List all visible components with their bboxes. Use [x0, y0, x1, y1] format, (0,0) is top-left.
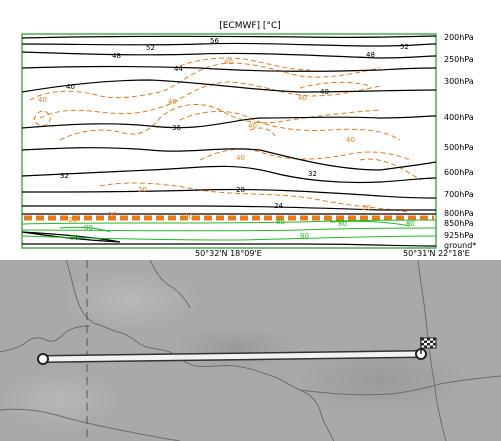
cross-section-panel: [ECMWF] [°C] — [21, 21, 477, 258]
contour-label: 80 — [70, 234, 79, 242]
pressure-label: 700hPa — [444, 190, 474, 199]
contour-label: 20 — [184, 213, 193, 221]
pressure-label: 600hPa — [444, 168, 474, 177]
pressure-label: 250hPa — [444, 55, 474, 64]
contour-label: 80 — [406, 220, 415, 228]
contour-label: 52 — [146, 44, 155, 52]
cross-section-plot: 56 52 48 52 48 44 40 40 36 32 32 28 24 4… — [21, 33, 437, 249]
contour-label: 40 — [224, 58, 233, 66]
contour-label: 80 — [276, 218, 285, 226]
pressure-label: 300hPa — [444, 77, 474, 86]
route-start-marker[interactable] — [37, 353, 49, 365]
contour-label: 40 — [66, 83, 75, 91]
contour-label: 48 — [112, 52, 121, 60]
pressure-label: 500hPa — [444, 143, 474, 152]
temperature-contours — [21, 35, 437, 247]
contour-label: 28 — [236, 186, 245, 194]
pressure-label: 925hPa — [444, 231, 474, 240]
contour-label: 52 — [400, 43, 409, 51]
contour-label: 20 — [362, 204, 371, 212]
contour-label: 80 — [84, 224, 93, 232]
pressure-label: 200hPa — [444, 33, 474, 42]
wind-contours — [21, 219, 437, 241]
route-line — [40, 351, 424, 362]
contour-label: 40 — [168, 98, 177, 106]
contour-label: 44 — [174, 65, 183, 73]
pressure-label: ground* — [444, 241, 477, 250]
contour-label: 40 — [38, 96, 47, 104]
terrain-shade — [175, 326, 295, 370]
contour-label: 24 — [274, 202, 283, 210]
contour-label: 80 — [300, 232, 309, 240]
pressure-label: 400hPa — [444, 113, 474, 122]
chart-title: [ECMWF] [°C] — [219, 21, 281, 31]
contour-label: 32 — [308, 170, 317, 178]
contour-label: 80 — [338, 220, 347, 228]
contour-label: 20 — [138, 186, 147, 194]
start-coordinate: 50°32'N 18°09'E — [195, 249, 262, 258]
map-canvas[interactable] — [0, 260, 501, 441]
pressure-label: 800hPa — [444, 209, 474, 218]
contour-label: 20 — [68, 216, 77, 224]
pressure-label: 850hPa — [444, 219, 474, 228]
contour-label: 32 — [60, 172, 69, 180]
contour-label: 40 — [236, 154, 245, 162]
contour-label: 36 — [172, 124, 181, 132]
contour-label: 40 — [248, 122, 257, 130]
route-end-marker[interactable] — [415, 337, 437, 360]
contour-label: 40 — [298, 94, 307, 102]
contour-label: 40 — [346, 136, 355, 144]
contour-label: 40 — [320, 88, 329, 96]
map-view[interactable] — [0, 260, 501, 441]
contour-label: 56 — [210, 37, 219, 45]
checkered-flag-icon — [420, 337, 437, 349]
end-coordinate: 50°31'N 22°18'E — [403, 249, 470, 258]
contour-label: 48 — [366, 51, 375, 59]
humidity-contours — [29, 57, 421, 213]
terrain-shade — [290, 345, 470, 415]
terrain-shade — [60, 270, 200, 330]
contour-label: 20 — [108, 211, 117, 219]
terrain-shade — [0, 370, 120, 430]
